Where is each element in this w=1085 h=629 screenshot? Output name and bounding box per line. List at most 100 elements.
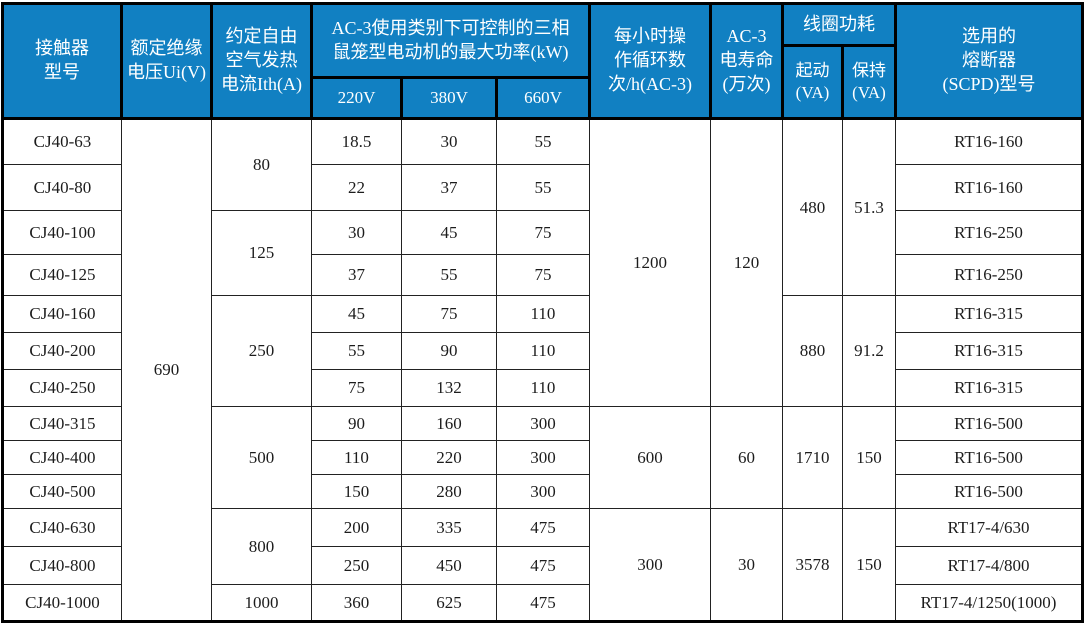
cell-fuse: RT16-315 [895,295,1083,333]
cell-power-220: 75 [310,369,402,407]
cell-power-220: 90 [310,406,402,441]
cell-power-660: 75 [495,254,591,296]
cell-power-660: 110 [495,332,591,370]
cell-fuse: RT16-500 [895,474,1083,509]
cell-power-220: 18.5 [310,118,402,165]
cell-ith: 500 [210,406,312,509]
table-body: CJ40-63 690 80 18.5 30 55 1200 120 480 5… [1,118,1083,622]
header-380v: 380V [399,76,498,120]
cell-model: CJ40-250 [1,369,122,407]
cell-power-380: 280 [400,474,497,509]
cell-power-380: 37 [400,164,497,211]
cell-model: CJ40-100 [1,210,122,255]
cell-power-660: 475 [495,584,591,622]
cell-fuse: RT16-250 [895,210,1083,255]
cell-model: CJ40-63 [1,118,122,165]
cell-fuse: RT16-160 [895,164,1083,211]
cell-cycles: 1200 [589,118,711,407]
table-row: CJ40-63 690 80 18.5 30 55 1200 120 480 5… [1,118,1083,622]
header-thermal-current: 约定自由 空气发热 电流Ith(A) [209,2,313,120]
header-rated-insulation-voltage: 额定绝缘 电压Ui(V) [119,2,213,120]
cell-power-660: 300 [495,406,591,441]
cell-power-660: 110 [495,295,591,333]
cell-model: CJ40-125 [1,254,122,296]
cell-power-380: 450 [400,546,497,585]
cell-fuse: RT16-160 [895,118,1083,165]
cell-model: CJ40-500 [1,474,122,509]
cell-power-220: 30 [310,210,402,255]
cell-power-380: 625 [400,584,497,622]
header-fuse-type: 选用的 熔断器 (SCPD)型号 [894,2,1084,120]
cell-fuse: RT16-500 [895,440,1083,475]
cell-coil-start: 3578 [782,508,843,622]
cell-power-380: 45 [400,210,497,255]
cell-power-220: 22 [310,164,402,211]
cell-power-660: 300 [495,440,591,475]
cell-ith: 250 [210,295,312,407]
cell-fuse: RT16-315 [895,332,1083,370]
cell-power-380: 55 [400,254,497,296]
cell-power-380: 30 [400,118,497,165]
cell-power-220: 200 [310,508,402,547]
cell-cycles: 300 [589,508,711,622]
cell-coil-start: 480 [782,118,843,296]
cell-power-380: 90 [400,332,497,370]
header-660v: 660V [494,76,592,120]
cell-life: 120 [710,118,783,407]
header-coil-start: 起动 (VA) [781,44,844,120]
header-coil-hold: 保持 (VA) [841,44,897,120]
cell-model: CJ40-80 [1,164,122,211]
header-220v: 220V [309,76,403,120]
cell-fuse: RT17-4/800 [895,546,1083,585]
header-model: 接触器 型号 [0,2,123,120]
cell-power-660: 55 [495,164,591,211]
cell-power-220: 150 [310,474,402,509]
cell-fuse: RT17-4/630 [895,508,1083,547]
cell-model: CJ40-400 [1,440,122,475]
cell-coil-hold: 150 [842,406,896,509]
cell-ith: 80 [210,118,312,211]
header-ac3-power-group: AC-3使用类别下可控制的三相 鼠笼型电动机的最大功率(kW) [309,2,592,79]
cell-fuse: RT16-500 [895,406,1083,441]
cell-model: CJ40-630 [1,508,122,547]
cell-ith: 125 [210,210,312,296]
cell-power-220: 250 [310,546,402,585]
cell-power-220: 110 [310,440,402,475]
cell-power-220: 55 [310,332,402,370]
cell-model: CJ40-200 [1,332,122,370]
cell-model: CJ40-160 [1,295,122,333]
cell-ith: 1000 [210,584,312,622]
cell-coil-start: 880 [782,295,843,407]
cell-coil-hold: 91.2 [842,295,896,407]
cell-power-380: 75 [400,295,497,333]
cell-power-380: 335 [400,508,497,547]
cell-rated-voltage: 690 [120,118,212,622]
cell-coil-start: 1710 [782,406,843,509]
cell-power-220: 45 [310,295,402,333]
cell-model: CJ40-1000 [1,584,122,622]
cell-cycles: 600 [589,406,711,509]
cell-power-220: 360 [310,584,402,622]
cell-coil-hold: 150 [842,508,896,622]
cell-power-220: 37 [310,254,402,296]
cell-power-660: 110 [495,369,591,407]
cell-power-660: 300 [495,474,591,509]
cell-fuse: RT16-315 [895,369,1083,407]
header-operating-cycles: 每小时操 作循环数 次/h(AC-3) [588,2,712,120]
table-row: CJ40-160 250 45 75 110 880 91.2 RT16-315 [1,295,1083,407]
cell-power-660: 75 [495,210,591,255]
cell-fuse: RT17-4/1250(1000) [895,584,1083,622]
header-coil-power-group: 线圈功耗 [781,2,897,47]
cell-model: CJ40-315 [1,406,122,441]
cell-ith: 800 [210,508,312,585]
cell-fuse: RT16-250 [895,254,1083,296]
cell-power-380: 220 [400,440,497,475]
cell-model: CJ40-800 [1,546,122,585]
cell-power-380: 160 [400,406,497,441]
cell-power-660: 55 [495,118,591,165]
cell-power-660: 475 [495,546,591,585]
cell-power-380: 132 [400,369,497,407]
cell-coil-hold: 51.3 [842,118,896,296]
table-header: 接触器 型号 额定绝缘 电压Ui(V) 约定自由 空气发热 电流Ith(A) A… [0,2,1084,120]
